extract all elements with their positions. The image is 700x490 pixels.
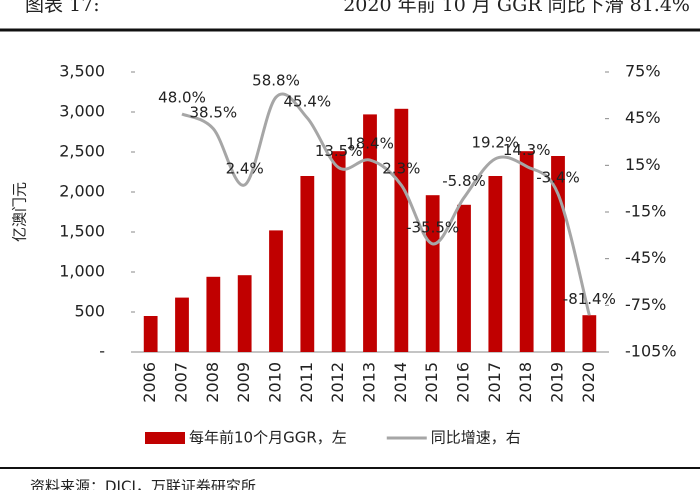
y2-tick-label: 75% xyxy=(625,62,661,81)
y-tick-label: 500 xyxy=(74,302,105,321)
bar xyxy=(582,315,597,352)
x-tick-label: 2012 xyxy=(328,362,347,403)
header-label: 图表 17: xyxy=(25,0,100,16)
x-tick-label: 2016 xyxy=(454,362,473,403)
x-tick-label: 2011 xyxy=(297,362,316,403)
legend-swatch xyxy=(145,432,185,444)
source-note: 资料来源：DICJ，万联证券研究所 xyxy=(30,478,256,490)
bar xyxy=(331,151,346,352)
bar xyxy=(363,114,377,353)
x-tick-label: 2019 xyxy=(548,362,567,403)
line xyxy=(181,92,591,316)
y2-tick-label: 45% xyxy=(625,108,661,127)
bar xyxy=(425,195,440,352)
bar xyxy=(206,276,221,352)
value-label: -3.4% xyxy=(536,168,580,186)
y-tick-label: 3,000 xyxy=(59,102,105,121)
x-tick-label: 2013 xyxy=(360,362,379,403)
y-tick-label: 1,500 xyxy=(59,222,105,241)
y-tick-label: 3,500 xyxy=(59,62,105,81)
value-label: 13.5% xyxy=(315,142,363,160)
bar xyxy=(175,297,189,352)
bar xyxy=(237,275,252,352)
legend-label: 每年前10个月GGR，左 xyxy=(189,429,347,447)
value-label: 2.4% xyxy=(226,159,264,177)
x-tick-label: 2009 xyxy=(234,362,253,403)
value-label: 48.0% xyxy=(158,89,206,107)
bar xyxy=(488,176,503,352)
y-tick-label: 2,000 xyxy=(59,182,105,201)
y-axis-label: 亿澳门元 xyxy=(11,182,29,242)
y-tick-label: 1,000 xyxy=(59,262,105,281)
value-label: 14.3% xyxy=(503,141,551,159)
bar xyxy=(143,316,158,352)
value-label: -81.4% xyxy=(563,290,616,308)
x-tick-label: 2014 xyxy=(391,362,410,403)
bar xyxy=(519,151,534,352)
x-tick-label: 2008 xyxy=(203,362,222,403)
value-label: 38.5% xyxy=(190,103,238,121)
value-label: -35.5% xyxy=(406,218,459,236)
x-tick-label: 2006 xyxy=(140,362,159,403)
x-tick-label: 2018 xyxy=(516,362,535,403)
x-tick-label: 2020 xyxy=(579,362,598,403)
bar xyxy=(269,230,283,352)
y-tick-label: - xyxy=(99,342,105,361)
legend-label: 同比增速，右 xyxy=(431,429,521,447)
value-label: 19.2% xyxy=(472,133,520,151)
bar xyxy=(394,108,409,352)
header-title: 2020 年前 10 月 GGR 同比下滑 81.4% xyxy=(343,0,690,16)
x-tick-label: 2007 xyxy=(172,362,191,403)
y2-tick-label: -45% xyxy=(625,248,666,267)
y-tick-label: 2,500 xyxy=(59,142,105,161)
y2-tick-label: -75% xyxy=(625,295,666,314)
value-label: 18.4% xyxy=(346,135,394,153)
y2-tick-label: -105% xyxy=(625,342,677,361)
bar xyxy=(300,176,315,352)
y2-tick-label: -15% xyxy=(625,202,666,221)
x-tick-label: 2015 xyxy=(422,362,441,403)
x-tick-label: 2017 xyxy=(485,362,504,403)
value-label: -5.8% xyxy=(442,172,486,190)
x-tick-label: 2010 xyxy=(266,362,285,403)
y2-tick-label: 15% xyxy=(625,155,661,174)
value-label: 58.8% xyxy=(252,72,300,90)
bar xyxy=(457,204,471,352)
value-label: 45.4% xyxy=(284,93,332,111)
value-label: 2.3% xyxy=(382,160,420,178)
